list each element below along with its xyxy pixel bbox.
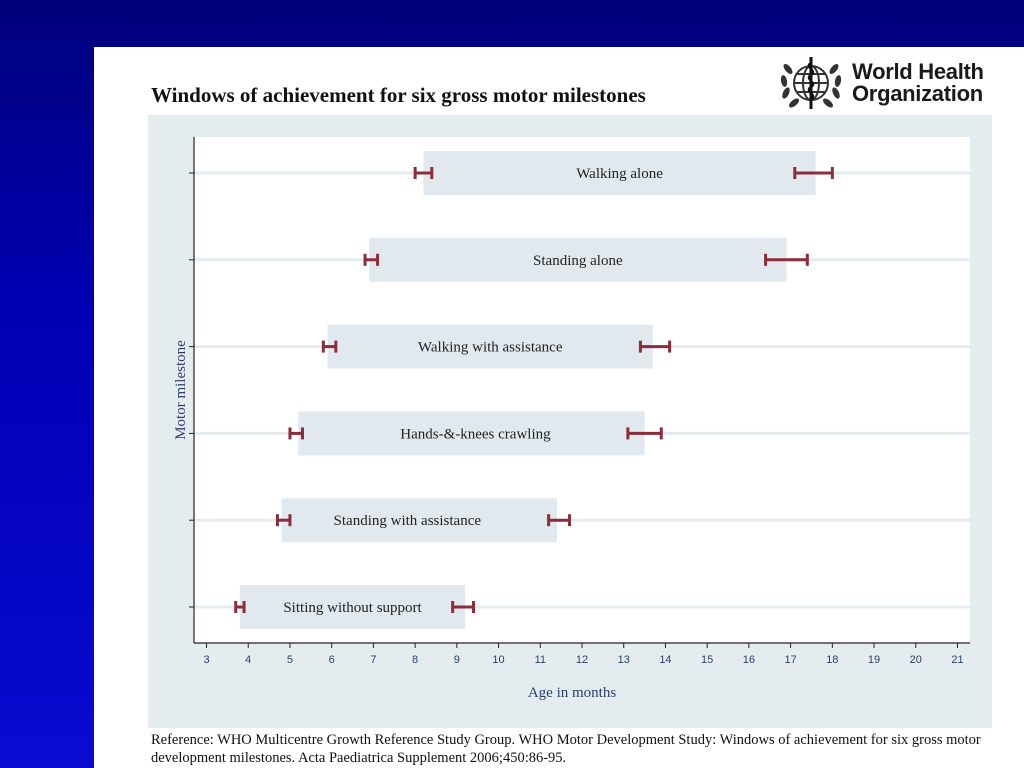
milestone-label: Walking alone <box>576 166 663 182</box>
milestone-label: Sitting without support <box>283 600 422 616</box>
milestone-bar <box>281 498 557 543</box>
x-tick-label: 10 <box>492 654 504 666</box>
x-tick-label: 7 <box>370 654 376 666</box>
milestone-bar <box>423 151 816 195</box>
x-tick-label: 21 <box>951 654 963 666</box>
x-tick-label: 8 <box>412 654 418 666</box>
x-tick-label: 19 <box>868 654 880 666</box>
milestone-label: Walking with assistance <box>418 340 563 356</box>
x-tick-label: 3 <box>203 654 209 666</box>
slide-title: Windows of achievement for six gross mot… <box>151 83 646 107</box>
who-wordmark-line1: World Health <box>852 59 984 84</box>
x-tick-label: 20 <box>910 654 922 666</box>
milestone-bar <box>369 237 787 282</box>
milestone-label: Hands-&-knees crawling <box>400 426 551 442</box>
x-tick-label: 11 <box>535 654 546 666</box>
who-wordmark: World Health Organization <box>852 61 984 105</box>
x-tick-label: 13 <box>618 654 630 666</box>
milestone-bar <box>239 585 466 629</box>
milestone-label: Standing alone <box>533 253 623 269</box>
x-tick-label: 9 <box>454 654 460 666</box>
x-tick-label: 14 <box>659 654 671 666</box>
chart-panel: Sitting without support Standing with ass… <box>148 115 992 728</box>
x-tick-label: 16 <box>743 654 755 666</box>
who-logo: World Health Organization <box>776 51 988 115</box>
milestone-bar <box>298 411 645 456</box>
x-tick-label: 5 <box>287 654 293 666</box>
x-tick-label: 17 <box>784 654 796 666</box>
x-tick-label: 15 <box>701 654 713 666</box>
x-axis-title: Age in months <box>528 685 616 701</box>
x-tick-label: 6 <box>329 654 335 666</box>
x-tick-label: 4 <box>245 654 251 666</box>
slide: Windows of achievement for six gross mot… <box>94 47 1024 768</box>
milestone-bar <box>327 324 653 369</box>
milestone-label: Standing with assistance <box>334 513 482 529</box>
reference-text: Reference: WHO Multicentre Growth Refere… <box>151 732 981 766</box>
x-tick-label: 12 <box>576 654 588 666</box>
y-axis-title: Motor milestone <box>173 340 189 440</box>
who-wordmark-line2: Organization <box>852 81 983 106</box>
who-emblem-icon <box>780 57 842 109</box>
x-tick-label: 18 <box>826 654 838 666</box>
chart-svg: Sitting without support Standing with ass… <box>173 137 970 701</box>
plot-area <box>194 137 970 643</box>
